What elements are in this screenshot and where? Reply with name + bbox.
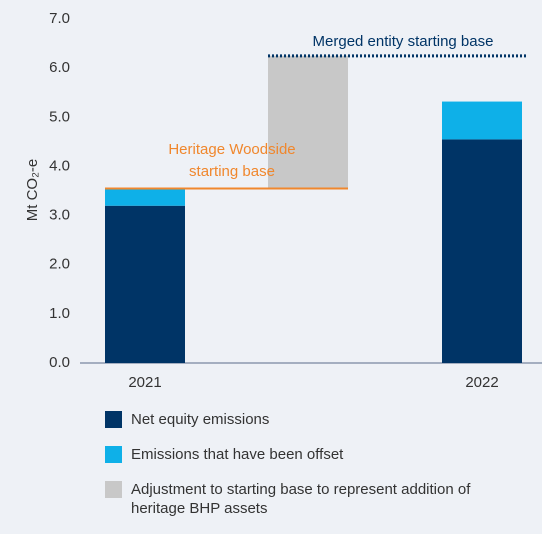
bar-segment: [268, 55, 348, 189]
legend-swatch: [105, 411, 122, 428]
annotation-text: starting base: [189, 163, 275, 180]
legend-swatch: [105, 481, 122, 498]
legend: Net equity emissions Emissions that have …: [105, 410, 525, 534]
chart: Mt CO₂-e 0.0 1.0 2.0 3.0 4.0 5.0 6.0 7.0 2021 202…: [24, 10, 542, 391]
bar-segment: [105, 205, 185, 363]
y-tick-label: 0.0: [49, 354, 70, 371]
legend-label: Adjustment to starting base to represent…: [131, 481, 471, 517]
legend-label: Net equity emissions: [131, 411, 270, 428]
bar-segment: [442, 101, 522, 140]
legend-label: Emissions that have been offset: [131, 446, 344, 463]
annotation-text: Heritage Woodside: [168, 141, 295, 158]
y-tick-label: 4.0: [49, 157, 70, 174]
y-tick-label: 6.0: [49, 59, 70, 76]
legend-item: Net equity emissions: [105, 410, 525, 429]
y-tick-label: 7.0: [49, 10, 70, 27]
annotation-text: Merged entity starting base: [313, 33, 494, 50]
y-tick-label: 3.0: [49, 207, 70, 224]
bar-segment: [442, 139, 522, 363]
x-tick-label: 2022: [465, 374, 498, 391]
legend-item: Adjustment to starting base to represent…: [105, 480, 525, 518]
y-tick-label: 2.0: [49, 256, 70, 273]
y-tick-label: 5.0: [49, 108, 70, 125]
y-tick-label: 1.0: [49, 305, 70, 322]
y-axis-label: Mt CO₂-e: [24, 159, 41, 222]
bar-segment: [105, 188, 185, 206]
legend-item: Emissions that have been offset: [105, 445, 525, 464]
legend-swatch: [105, 446, 122, 463]
x-tick-label: 2021: [128, 374, 161, 391]
